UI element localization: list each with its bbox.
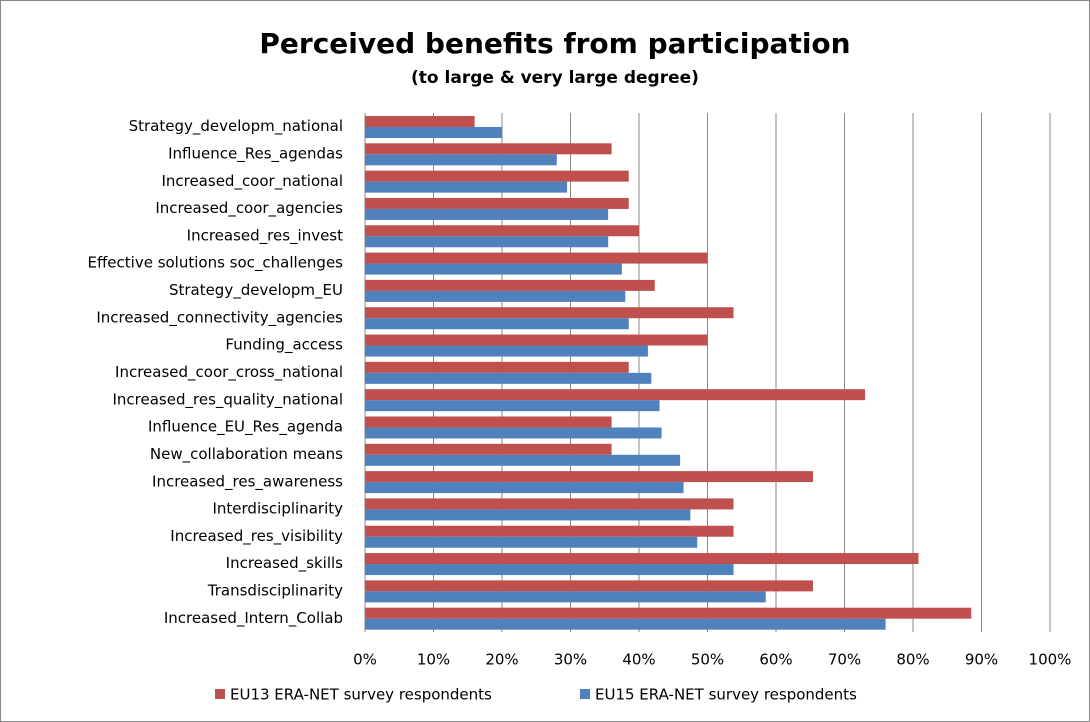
bar — [365, 536, 698, 548]
y-tick-label: Influence_EU_Res_agenda — [148, 418, 343, 437]
chart-title: Perceived benefits from participation — [259, 27, 850, 60]
y-tick-label: Increased_res_invest — [187, 226, 343, 245]
y-tick-label: Interdisciplinarity — [212, 500, 343, 518]
bar — [365, 482, 684, 494]
y-tick-label: Influence_Res_agendas — [168, 144, 343, 163]
x-tick-label: 80% — [896, 651, 929, 669]
bar — [365, 236, 609, 248]
y-tick-label: Transdisciplinarity — [207, 582, 343, 600]
x-tick-label: 50% — [691, 651, 724, 669]
bar — [365, 345, 648, 357]
bar — [365, 318, 629, 330]
bar — [365, 607, 972, 619]
legend-label: EU15 ERA-NET survey respondents — [595, 686, 857, 704]
bar — [365, 454, 681, 466]
bar — [365, 127, 502, 138]
bar — [365, 290, 626, 302]
y-tick-label: Increased_coor_agencies — [155, 199, 343, 218]
y-tick-label: New_collaboration means — [150, 445, 343, 464]
bar — [365, 334, 708, 346]
bar — [365, 225, 639, 237]
bar — [365, 372, 652, 384]
bar — [365, 416, 612, 428]
y-tick-label: Increased_connectivity_agencies — [96, 308, 343, 327]
bar — [365, 208, 609, 220]
bar — [365, 443, 612, 455]
x-tick-label: 20% — [485, 651, 518, 669]
chart-subtitle: (to large & very large degree) — [411, 68, 699, 88]
x-tick-label: 30% — [554, 651, 587, 669]
bar — [365, 181, 568, 193]
bar — [365, 525, 734, 537]
bar — [365, 154, 557, 166]
x-tick-label: 90% — [965, 651, 998, 669]
bar — [365, 197, 629, 209]
x-tick-label: 70% — [828, 651, 861, 669]
y-tick-label: Increased_res_awareness — [152, 472, 343, 491]
bar — [365, 170, 629, 182]
y-tick-label: Funding_access — [225, 336, 343, 355]
x-tick-label: 100% — [1029, 651, 1072, 669]
bar — [365, 279, 655, 291]
bar — [365, 389, 866, 401]
bar — [365, 509, 691, 521]
x-tick-label: 60% — [759, 651, 792, 669]
legend-swatch — [580, 689, 590, 699]
bar — [365, 263, 622, 275]
y-tick-label: Increased_Intern_Collab — [164, 609, 343, 628]
bar — [365, 427, 662, 439]
x-tick-label: 10% — [417, 651, 450, 669]
y-tick-label: Increased_res_quality_national — [113, 390, 344, 409]
legend-swatch — [215, 689, 225, 699]
bar — [365, 143, 612, 155]
legend-label: EU13 ERA-NET survey respondents — [230, 686, 492, 704]
bar — [365, 564, 734, 576]
bar — [365, 498, 734, 510]
bar — [365, 618, 886, 630]
y-tick-label: Strategy_developm_national — [129, 117, 343, 136]
bar — [365, 553, 919, 565]
bar — [365, 580, 813, 592]
y-tick-label: Strategy_developm_EU — [169, 281, 343, 300]
bar — [365, 116, 475, 127]
bar — [365, 252, 708, 264]
y-tick-label: Increased_coor_cross_national — [115, 363, 343, 382]
y-tick-label: Effective solutions soc_challenges — [87, 254, 343, 273]
x-tick-label: 40% — [622, 651, 655, 669]
y-tick-label: Increased_res_visibility — [170, 527, 343, 546]
bar — [365, 591, 766, 603]
bar — [365, 361, 629, 373]
y-tick-label: Increased_coor_national — [161, 172, 343, 191]
bar — [365, 471, 813, 483]
y-tick-label: Increased_skills — [226, 554, 344, 573]
bar — [365, 307, 734, 319]
bar — [365, 400, 660, 412]
x-tick-label: 0% — [353, 651, 377, 669]
